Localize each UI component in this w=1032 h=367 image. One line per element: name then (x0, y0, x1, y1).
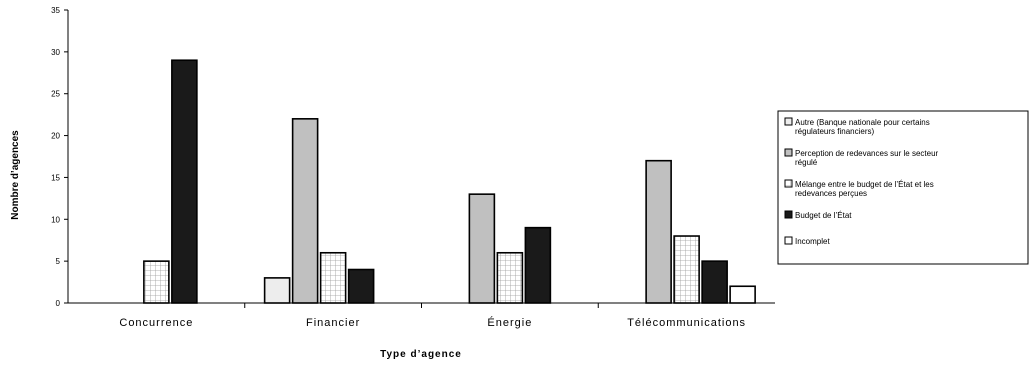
bar (496, 251, 524, 304)
x-category-label: Énergie (487, 316, 532, 329)
legend-swatch (784, 148, 793, 157)
y-tick-label: 5 (56, 257, 61, 266)
y-tick-label: 15 (51, 173, 60, 182)
bar (524, 226, 552, 304)
legend: Autre (Banque nationale pour certains rég… (777, 110, 1029, 265)
x-category-label: Télécommunications (627, 317, 746, 329)
bar (347, 268, 375, 304)
bar (263, 277, 291, 304)
bar (701, 260, 728, 304)
y-tick-label: 10 (51, 215, 60, 224)
x-category-label: Concurrence (119, 317, 193, 329)
bar (291, 118, 319, 304)
y-tick-label: 35 (51, 6, 60, 15)
legend-swatch (784, 117, 793, 126)
bar (468, 193, 496, 304)
legend-swatch (784, 236, 793, 245)
y-tick-label: 20 (51, 132, 60, 141)
legend-swatch (784, 179, 793, 188)
bar (171, 59, 198, 304)
bar (319, 251, 347, 304)
legend-label: Budget de l’État (795, 211, 852, 220)
x-axis-title: Type d’agence (380, 349, 462, 360)
legend-box (777, 110, 1029, 265)
bar (645, 159, 672, 304)
y-tick-label: 25 (51, 90, 60, 99)
legend-label: Autre (Banque nationale pour certains rég… (795, 118, 930, 136)
y-tick-label: 0 (56, 299, 61, 308)
bar (729, 285, 756, 304)
legend-label: Perception de redevances sur le secteur r… (795, 149, 939, 167)
legend-label: Incomplet (795, 237, 830, 246)
bar (673, 235, 700, 304)
bar (143, 260, 170, 304)
x-category-label: Financier (306, 317, 360, 329)
legend-swatch (784, 210, 793, 219)
y-axis-title: Nombre d’agences (10, 130, 21, 220)
y-tick-label: 30 (51, 48, 60, 57)
legend-label: Mélange entre le budget de l’État et les… (795, 180, 934, 198)
